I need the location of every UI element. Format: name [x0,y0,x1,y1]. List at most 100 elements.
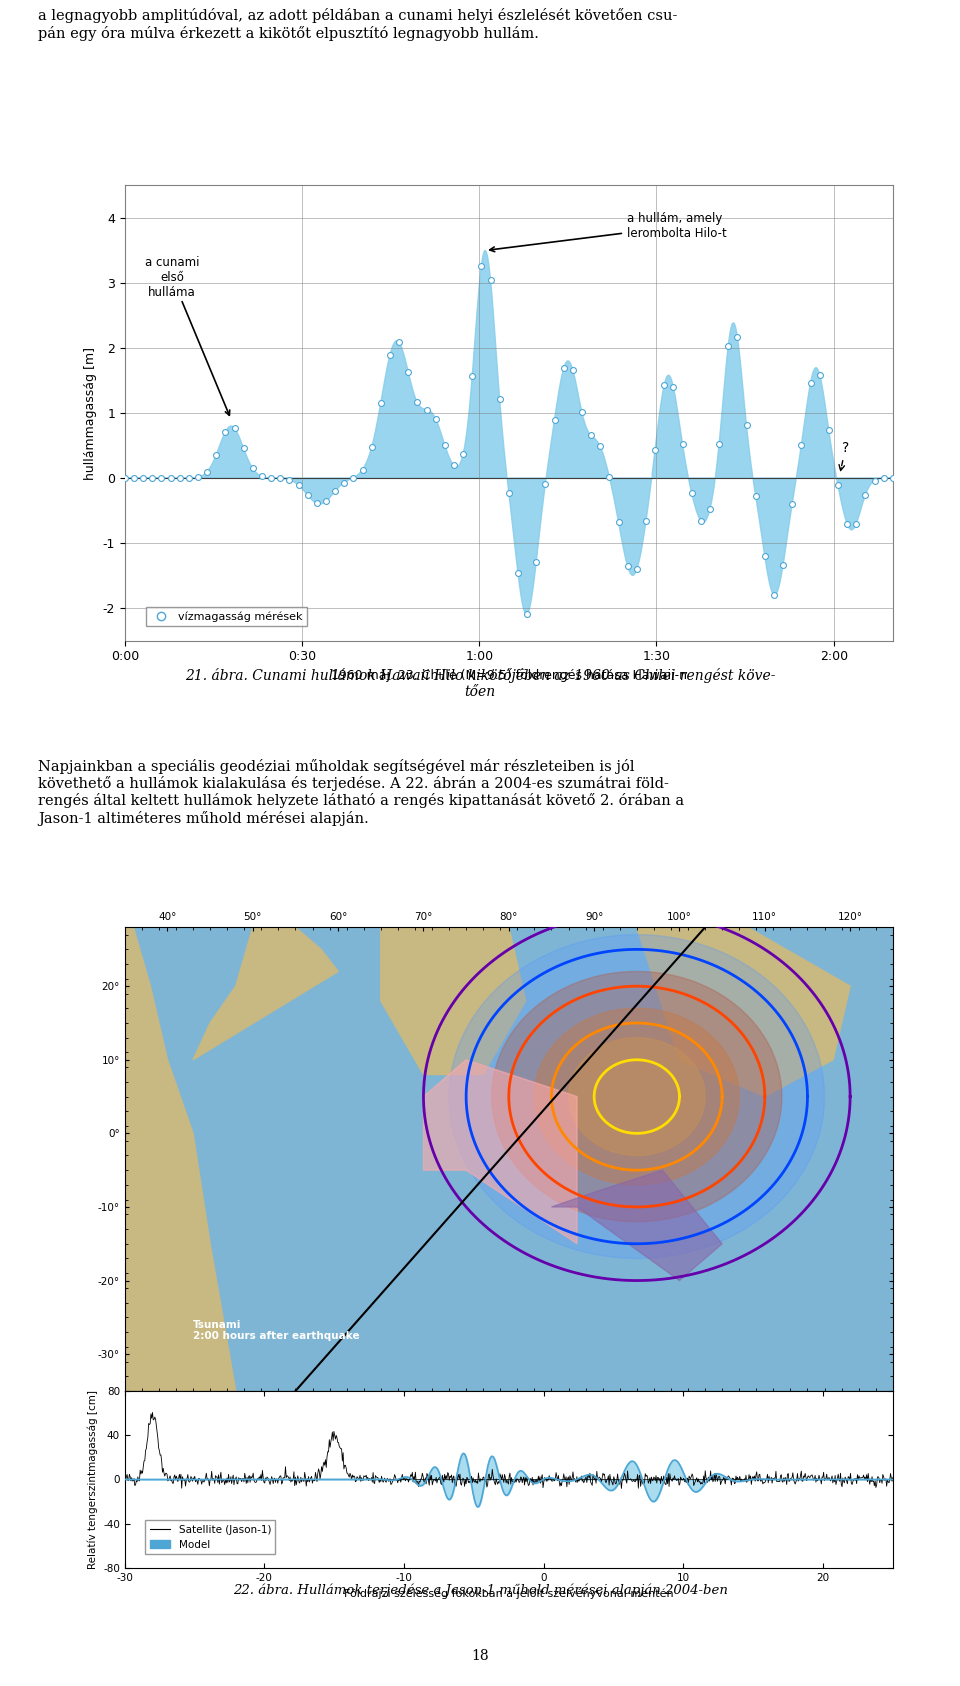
Point [812,361,828,388]
Legend: Satellite (Jason-1), Model: Satellite (Jason-1), Model [145,1521,276,1554]
Point [748,482,763,509]
Point [254,464,270,491]
Polygon shape [125,927,236,1391]
Point [821,416,836,443]
Point [382,342,397,369]
Text: Tsunami
2:00 hours after earthquake: Tsunami 2:00 hours after earthquake [193,1320,360,1342]
Point [511,560,526,587]
Point [538,470,553,497]
Point [693,507,708,534]
Point [519,600,535,627]
Satellite (Jason-1) [719,1474,731,1494]
Point [410,389,425,416]
Point [547,406,563,433]
Point [730,324,745,351]
Text: a cunami
első
hulláma: a cunami első hulláma [145,256,229,415]
Legend: vízmagasság mérések: vízmagasság mérések [146,607,307,626]
Point [163,465,179,492]
Model [458,1443,469,1463]
Point [574,400,589,427]
Satellite (Jason-1) [119,1469,131,1489]
Point [400,357,416,384]
Point [849,511,864,538]
Point [776,551,791,578]
Point [127,465,142,492]
Satellite (Jason-1) [733,1469,745,1489]
Point [766,582,781,609]
Model [719,1467,731,1487]
Point [611,509,626,536]
Point [629,556,644,583]
Point [327,477,343,504]
Point [145,465,160,492]
Polygon shape [423,1060,577,1244]
Point [437,432,452,459]
Model [430,1457,442,1477]
Text: a hullám, amely
lerombolta Hilo-t: a hullám, amely lerombolta Hilo-t [490,212,727,251]
Text: Napjainkban a speciális geodéziai műholdak segítségével már részleteiben is jól
: Napjainkban a speciális geodéziai műhold… [38,759,684,826]
Point [291,472,306,499]
Satellite (Jason-1) [147,1403,158,1423]
Point [876,465,891,492]
Point [309,491,324,518]
Point [419,396,434,423]
Model [457,1443,468,1463]
Satellite (Jason-1) [430,1467,442,1487]
Satellite (Jason-1) [887,1467,899,1487]
Point [446,452,462,479]
Satellite (Jason-1) [615,1479,627,1499]
Satellite (Jason-1) [648,1467,660,1487]
Y-axis label: hullámmagasság [m]: hullámmagasság [m] [84,347,97,479]
Point [181,465,197,492]
Polygon shape [568,1037,705,1155]
Point [839,511,854,538]
Satellite (Jason-1) [198,1472,209,1492]
Point [739,411,755,438]
Point [501,479,516,506]
Point [857,482,873,509]
Point [465,362,480,389]
Polygon shape [449,934,825,1258]
Point [565,356,581,383]
Point [263,464,278,491]
Point [592,433,608,460]
Point [620,553,636,580]
Model [648,1492,660,1512]
Point [218,418,233,445]
Polygon shape [193,927,338,1060]
Point [794,432,809,459]
Point [135,465,151,492]
Point [392,329,407,356]
Model [472,1497,484,1517]
Point [200,459,215,486]
Point [721,332,736,359]
Point [273,465,288,492]
Point [602,464,617,491]
Point [703,496,718,523]
Point [867,467,882,494]
Point [657,371,672,398]
Point [757,543,773,570]
X-axis label: Földrajzi szélesség fokokban a jelölt szelvényvonal mentén: Földrajzi szélesség fokokban a jelölt sz… [344,1588,674,1598]
Line: Model: Model [125,1453,893,1507]
Polygon shape [381,927,526,1074]
Point [675,430,690,457]
Point [190,464,205,491]
Point [346,464,361,491]
Model [733,1472,745,1492]
Model [198,1470,209,1490]
Point [245,455,260,482]
Model [887,1469,899,1489]
Text: 21. ábra. Cunami hullámok Hawaii Hilo kikötőjében az 1960-as Chilei rengést köve: 21. ábra. Cunami hullámok Hawaii Hilo ki… [184,668,776,700]
Point [337,469,352,496]
Point [172,465,187,492]
Point [665,373,681,400]
Text: a legnagyobb amplitúdóval, az adott példában a cunami helyi észlelését követően : a legnagyobb amplitúdóval, az adott péld… [38,8,678,40]
Line: Satellite (Jason-1): Satellite (Jason-1) [125,1413,893,1489]
Text: 22. ábra. Hullámok terjedése a Jason-1 műhold mérései alapján 2004-ben: 22. ábra. Hullámok terjedése a Jason-1 m… [232,1583,728,1597]
Point [300,482,315,509]
Point [319,487,334,514]
Point [492,386,507,413]
Polygon shape [535,1008,739,1185]
Model [119,1470,131,1490]
